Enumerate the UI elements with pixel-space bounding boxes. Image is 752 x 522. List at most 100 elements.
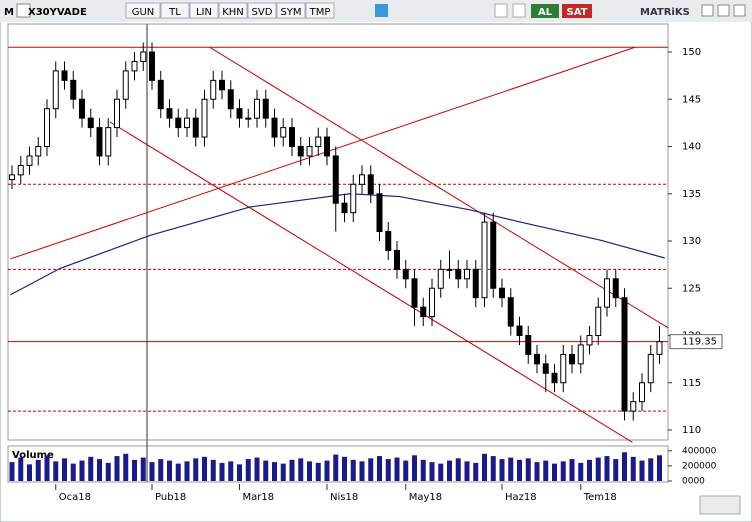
candle-body <box>219 79 225 91</box>
volume-bar <box>27 464 32 481</box>
toolbar-button-label[interactable]: GUN <box>132 7 155 18</box>
candle-body <box>464 268 470 280</box>
icon-button[interactable] <box>512 3 526 18</box>
candle-body <box>324 136 330 157</box>
candle-body <box>569 353 575 365</box>
candle-body <box>525 335 532 355</box>
candle-body <box>79 98 85 119</box>
x-tick-label: Nis18 <box>330 492 358 503</box>
candle-body <box>604 278 610 308</box>
candle-body <box>157 79 164 110</box>
candle-body <box>595 306 602 336</box>
volume-bar <box>604 456 610 481</box>
volume-bar <box>639 460 645 481</box>
candle-body <box>621 297 628 412</box>
icon-button[interactable] <box>494 3 508 18</box>
buy-label[interactable]: AL <box>538 7 553 18</box>
volume-bar <box>385 459 391 481</box>
volume-bar <box>315 462 321 481</box>
buy-button[interactable] <box>531 4 559 18</box>
volume-bar <box>202 456 207 481</box>
toolbar-button-label[interactable]: TL <box>168 7 181 18</box>
candle-body <box>149 51 155 81</box>
volume-bar <box>403 460 409 481</box>
volume-bar <box>508 457 514 481</box>
volume-bar <box>79 460 85 481</box>
candle-body <box>560 353 567 384</box>
twitter-button[interactable] <box>375 4 388 17</box>
volume-bar <box>473 462 479 481</box>
volume-bar <box>630 456 636 481</box>
volume-bar <box>377 456 382 481</box>
candle-body <box>61 70 68 81</box>
volume-bar <box>158 459 164 481</box>
candle-body <box>350 183 357 214</box>
candle-body <box>184 117 190 129</box>
close-symbol[interactable] <box>16 3 31 18</box>
close[interactable] <box>733 4 746 17</box>
x-tick-label: Mar18 <box>243 492 275 503</box>
candle-body <box>289 127 295 147</box>
volume-bar <box>578 462 584 481</box>
toolbar-button-label[interactable]: TMP <box>309 7 331 18</box>
candle-body <box>577 344 584 365</box>
toolbar-button[interactable] <box>305 2 335 19</box>
refresh-button[interactable] <box>699 495 741 515</box>
y-tick-label: 110 <box>682 425 701 436</box>
candle-body <box>455 268 462 280</box>
toolbar-button-label[interactable]: SVD <box>252 7 273 18</box>
maximize[interactable] <box>717 4 730 17</box>
candle-body <box>542 363 549 374</box>
x-tick-label: May18 <box>409 492 442 503</box>
candle-body <box>9 174 15 181</box>
toolbar-button[interactable] <box>125 2 161 19</box>
toolbar-button-label[interactable]: SYM <box>280 7 301 18</box>
volume-bar <box>149 462 155 481</box>
toolbar-button[interactable] <box>189 2 219 19</box>
toolbar-button[interactable] <box>247 2 277 19</box>
volume-bar <box>447 460 452 481</box>
volume-bar <box>482 453 487 481</box>
candle-body <box>306 146 313 157</box>
candle-body <box>96 127 103 157</box>
toolbar-button[interactable] <box>160 2 190 19</box>
toolbar-button[interactable] <box>218 2 248 19</box>
symbol[interactable]: X30YVADE <box>28 7 87 18</box>
toolbar-button-label[interactable]: KHN <box>222 7 244 18</box>
plot-frame <box>7 23 669 441</box>
candle-body <box>140 51 147 62</box>
candle-body <box>201 98 208 138</box>
volume-bar <box>245 459 251 481</box>
sell-button[interactable] <box>562 4 592 18</box>
y-tick-label: 135 <box>682 189 701 200</box>
volume-bar <box>569 459 575 481</box>
trendline <box>209 46 669 329</box>
candle-body <box>647 353 654 384</box>
candle-body <box>105 127 112 157</box>
candle-body <box>516 325 523 336</box>
volume-bar <box>62 458 67 481</box>
candle-body <box>315 136 322 148</box>
volume-bar <box>123 453 129 481</box>
volume-bar <box>184 461 190 481</box>
toolbar-button-label[interactable]: LIN <box>196 7 212 18</box>
x-tick-label: Pub18 <box>155 492 186 503</box>
volume-bar <box>499 459 505 481</box>
candle-body <box>551 372 558 384</box>
candle-body <box>385 231 392 251</box>
candle-body <box>122 70 129 100</box>
candle-body <box>35 146 42 157</box>
volume-bar <box>167 460 172 481</box>
sell-label[interactable]: SAT <box>567 7 588 18</box>
volume-bar <box>534 462 540 481</box>
candle-body <box>297 146 304 157</box>
volume-bar <box>280 463 286 481</box>
menu-button[interactable]: M <box>4 7 14 18</box>
toolbar-button[interactable] <box>276 2 306 19</box>
candle-body <box>44 108 50 147</box>
volume-bar <box>543 460 549 481</box>
minimize[interactable] <box>701 4 714 17</box>
volume-bar <box>132 459 137 481</box>
volume-tick-label: 0000 <box>682 477 705 487</box>
